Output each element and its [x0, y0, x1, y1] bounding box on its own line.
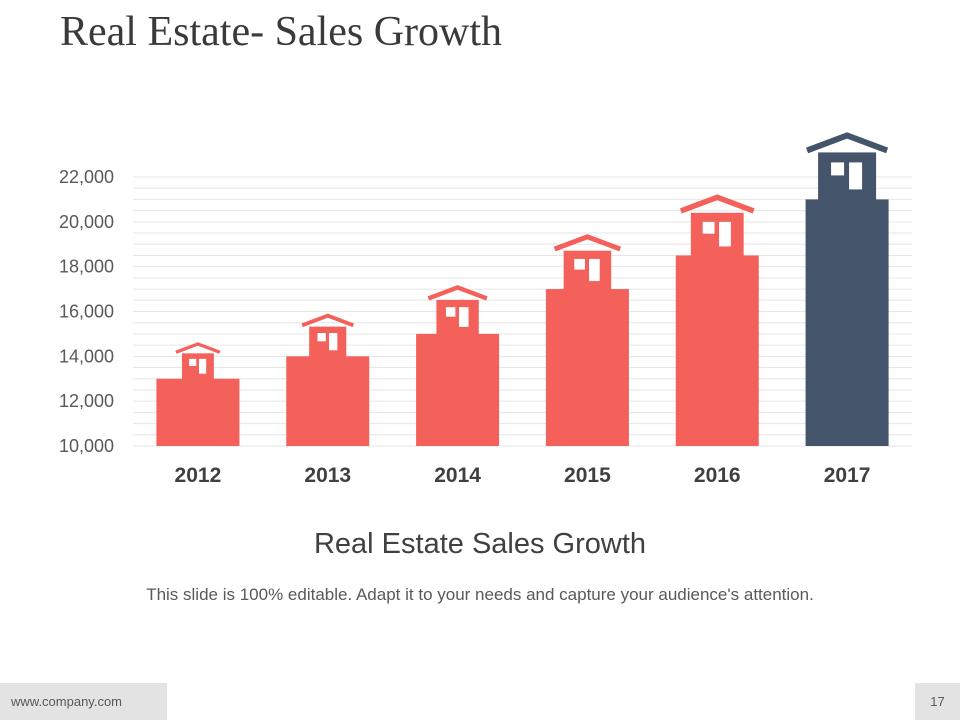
bar-chart: 10,000 12,000 14,000 16,000 18,000 20,000 22,0…: [59, 132, 912, 487]
y-tick-label: 20,000: [59, 212, 114, 232]
house-door-icon: [329, 333, 338, 351]
house-window-icon: [831, 162, 845, 176]
house-window-icon: [574, 258, 585, 270]
slide-description: This slide is 100% editable. Adapt it to…: [146, 585, 814, 604]
house-body: [181, 353, 214, 380]
house-body: [309, 326, 347, 358]
x-tick-label: 2013: [304, 464, 351, 487]
house-roof-icon: [553, 234, 622, 252]
chart-gridlines: [133, 176, 912, 447]
house-body: [563, 250, 612, 291]
house-roof-icon: [175, 342, 221, 354]
y-tick-label: 14,000: [59, 346, 114, 366]
house-body: [436, 299, 479, 335]
house-roof-icon: [427, 285, 488, 301]
y-tick-label: 22,000: [59, 167, 114, 187]
bar-rect: [416, 333, 500, 446]
house-window-icon: [702, 221, 715, 234]
house-roof-icon: [301, 313, 355, 328]
y-tick-label: 12,000: [59, 391, 114, 411]
bar-rect: [545, 289, 629, 446]
bar-2012: [156, 342, 240, 446]
bar-rect: [156, 378, 240, 446]
chart-bars: [156, 132, 889, 446]
bar-2015: [545, 234, 629, 446]
bar-2013: [286, 313, 370, 446]
house-window-icon: [317, 333, 326, 342]
bar-rect: [286, 356, 370, 446]
bar-rect: [675, 255, 759, 446]
house-door-icon: [719, 221, 731, 247]
bar-2017: [805, 132, 889, 446]
y-tick-label: 10,000: [59, 436, 114, 456]
house-window-icon: [445, 307, 456, 317]
bar-2016: [675, 194, 759, 446]
bar-rect: [805, 199, 889, 446]
y-axis-tick-labels: 10,000 12,000 14,000 16,000 18,000 20,000 22,0…: [59, 167, 114, 456]
house-door-icon: [589, 258, 600, 282]
page-number: 17: [915, 683, 960, 720]
footer-url[interactable]: www.company.com: [0, 683, 167, 720]
house-door-icon: [459, 307, 469, 327]
x-tick-label: 2015: [564, 464, 611, 487]
x-tick-label: 2016: [694, 464, 741, 487]
house-roof-icon: [806, 132, 889, 154]
house-body: [818, 152, 877, 201]
chart-subtitle: Real Estate Sales Growth: [313, 528, 647, 560]
bar-2014: [416, 285, 500, 446]
house-roof-icon: [679, 194, 755, 214]
house-door-icon: [199, 358, 207, 374]
x-axis-category-labels: 2012 2013 2014 2015 2016 2017: [175, 464, 871, 487]
x-tick-label: 2014: [434, 464, 481, 487]
y-tick-label: 18,000: [59, 257, 114, 277]
x-tick-label: 2012: [175, 464, 222, 487]
y-tick-label: 16,000: [59, 302, 114, 322]
house-body: [690, 212, 744, 257]
slide-title: Real Estate- Sales Growth: [60, 9, 503, 55]
house-door-icon: [849, 162, 863, 190]
x-tick-label: 2017: [824, 464, 871, 487]
house-window-icon: [189, 358, 197, 366]
